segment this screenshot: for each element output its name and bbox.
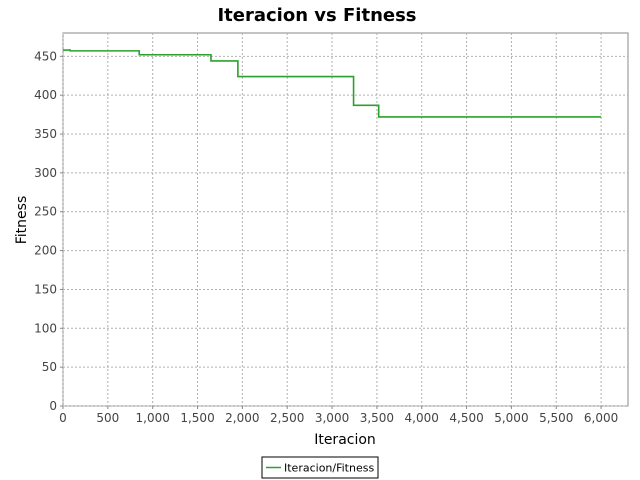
- y-tick-label: 150: [34, 282, 57, 296]
- y-tick-label: 450: [34, 49, 57, 63]
- y-axis-label: Fitness: [14, 196, 30, 245]
- y-tick-label: 50: [42, 360, 57, 374]
- x-axis-ticks: 0 500 1,000 1,500 2,000 2,500 3,000 3,500 4,000 4…: [59, 406, 618, 425]
- x-axis-label: Iteracion: [314, 432, 376, 448]
- y-axis-ticks: 0 50 100 150 200 250 300 350 400 450: [34, 49, 63, 413]
- x-tick-label: 3,500: [360, 411, 394, 425]
- y-tick-label: 100: [34, 321, 57, 335]
- plot-area: [62, 32, 629, 407]
- x-tick-label: 2,500: [270, 411, 304, 425]
- y-tick-label: 0: [49, 399, 57, 413]
- x-tick-label: 5,500: [539, 411, 573, 425]
- legend-box: [261, 456, 379, 479]
- y-tick-label: 400: [34, 88, 57, 102]
- x-tick-label: 4,500: [449, 411, 483, 425]
- x-tick-label: 1,500: [180, 411, 214, 425]
- legend-label: Iteracion/Fitness: [284, 462, 374, 475]
- x-tick-label: 0: [59, 411, 67, 425]
- y-tick-label: 350: [34, 127, 57, 141]
- x-tick-label: 2,000: [225, 411, 259, 425]
- x-tick-label: 4,000: [405, 411, 439, 425]
- x-tick-label: 3,000: [315, 411, 349, 425]
- legend: Iteracion/Fitness: [261, 456, 379, 479]
- x-tick-label: 6,000: [584, 411, 618, 425]
- series-line: [63, 49, 602, 118]
- x-tick-label: 5,000: [494, 411, 528, 425]
- y-tick-label: 250: [34, 205, 57, 219]
- x-tick-label: 1,000: [136, 411, 170, 425]
- y-tick-label: 200: [34, 244, 57, 258]
- series-layer: [63, 49, 602, 118]
- chart-title: Iteracion vs Fitness: [217, 5, 416, 26]
- x-tick-label: 500: [96, 411, 119, 425]
- y-tick-label: 300: [34, 166, 57, 180]
